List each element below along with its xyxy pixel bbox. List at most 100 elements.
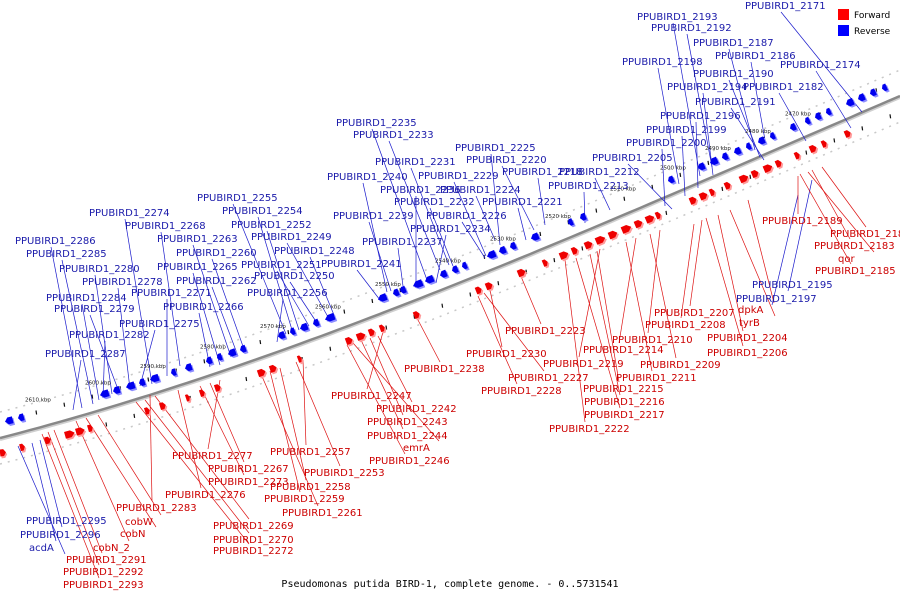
reverse-leader-line: [286, 242, 329, 318]
reverse-gene-arrow: [217, 353, 225, 363]
track-tick: [679, 172, 682, 177]
reverse-gene-label: PPUBIRD1_2200: [626, 138, 707, 149]
forward-gene-label: PPUBIRD1_2219: [543, 359, 624, 370]
reverse-gene-label: PPUBIRD1_2249: [251, 232, 332, 243]
scale-tick-label: 2470 kbp: [785, 112, 811, 118]
reverse-gene-arrow: [580, 212, 589, 223]
reverse-gene-arrow: [18, 413, 27, 423]
forward-gene-label: PPUBIRD1_2207: [654, 308, 735, 319]
forward-gene-label: PPUBIRD1_2293: [63, 580, 144, 591]
reverse-leader-line: [61, 259, 94, 405]
reverse-gene-label: PPUBIRD1_2251: [241, 260, 322, 271]
reverse-leader-line: [232, 203, 287, 335]
reverse-gene-label: PPUBIRD1_2231: [375, 157, 456, 168]
track-tick: [371, 298, 374, 304]
forward-gene-arrow: [541, 259, 550, 269]
track-tick: [707, 160, 710, 165]
reverse-gene-arrow: [746, 142, 754, 152]
reverse-gene-label: PPUBIRD1_2271: [131, 288, 212, 299]
reverse-leader-line: [266, 230, 300, 331]
forward-gene-arrow: [64, 430, 77, 441]
reverse-leader-line: [397, 247, 404, 287]
forward-gene-label: PPUBIRD1_2215: [583, 384, 664, 395]
reverse-gene-label: PPUBIRD1_2255: [197, 193, 278, 204]
reverse-gene-arrow: [758, 136, 768, 146]
track-tick: [35, 410, 38, 415]
leader-line-layer: [17, 11, 875, 579]
reverse-leader-line: [627, 163, 673, 210]
reverse-leader-line: [461, 221, 486, 259]
track-tick: [497, 281, 500, 286]
forward-leader-line: [689, 219, 703, 307]
track-tick: [343, 309, 346, 314]
reverse-gene-arrow: [462, 261, 470, 271]
scale-tick-label: 2520 kbp: [545, 214, 571, 220]
forward-gene-arrow: [378, 324, 387, 334]
forward-gene-arrow: [19, 443, 27, 453]
reverse-leader-line: [356, 269, 381, 301]
forward-gene-label: PPUBIRD1_2272: [213, 546, 294, 557]
reverse-leader-line: [435, 234, 447, 284]
reverse-gene-arrow: [100, 389, 112, 400]
scale-tick-label: 2590 kbp: [140, 364, 166, 370]
reverse-gene-arrow: [770, 131, 778, 141]
reverse-gene-label: PPUBIRD1_2232: [394, 197, 475, 208]
reverse-gene-label: PPUBIRD1_2240: [327, 172, 408, 183]
forward-gene-label: PPUBIRD1_2270: [213, 535, 294, 546]
forward-leader-line: [260, 373, 319, 507]
forward-gene-label: PPUBIRD1_2267: [208, 464, 289, 475]
reverse-leader-line: [695, 121, 699, 189]
forward-gene-arrow: [184, 394, 192, 404]
forward-leader-line: [647, 229, 661, 334]
forward-gene-arrow: [213, 384, 223, 394]
forward-gene-label: PPUBIRD1_2253: [304, 468, 385, 479]
reverse-gene-label: PPUBIRD1_2236: [380, 185, 461, 196]
reverse-gene-arrow: [290, 327, 298, 337]
forward-leader-line: [649, 233, 677, 359]
track-tick: [623, 196, 626, 201]
forward-leader-line: [144, 399, 250, 534]
reverse-gene-arrow: [452, 265, 461, 275]
forward-gene-arrow: [296, 355, 304, 365]
scale-tick-label: 2510 kbp: [610, 187, 636, 193]
reverse-gene-label: acdA: [29, 543, 54, 554]
reverse-gene-label: PPUBIRD1_2274: [89, 208, 170, 219]
forward-leader-line: [97, 414, 162, 516]
genome-caption: Pseudomonas putida BIRD-1, complete geno…: [281, 579, 618, 590]
reverse-leader-line: [81, 303, 100, 401]
reverse-gene-label: PPUBIRD1_2254: [222, 206, 303, 217]
reverse-gene-label: PPUBIRD1_2241: [321, 259, 402, 270]
reverse-gene-arrow: [510, 241, 519, 252]
reverse-leader-line: [39, 439, 63, 528]
reverse-gene-label: PPUBIRD1_2235: [336, 118, 417, 129]
forward-gene-arrow: [750, 170, 761, 180]
track-tick: [665, 210, 668, 215]
forward-leader-line: [199, 385, 245, 476]
reverse-gene-arrow: [313, 318, 322, 329]
reverse-gene-label: PPUBIRD1_2171: [745, 1, 826, 12]
forward-gene-arrow: [808, 144, 819, 155]
forward-leader-line: [47, 431, 100, 566]
reverse-gene-label: PPUBIRD1_2275: [119, 319, 200, 330]
track-tick: [441, 303, 444, 308]
forward-leader-line: [705, 217, 744, 347]
reverse-leader-line: [787, 179, 813, 292]
forward-gene-label: PPUBIRD1_2223: [505, 326, 586, 337]
track-tick: [595, 208, 598, 213]
genome-backbone: [0, 94, 900, 440]
reverse-gene-label: PPUBIRD1_2229: [418, 171, 499, 182]
reverse-gene-label: PPUBIRD1_2213: [548, 181, 629, 192]
reverse-gene-label: PPUBIRD1_2237: [362, 237, 443, 248]
reverse-gene-label: PPUBIRD1_2218: [502, 167, 583, 178]
reverse-gene-label: PPUBIRD1_2193: [637, 12, 718, 23]
forward-gene-arrow: [774, 159, 784, 170]
forward-gene-arrow: [516, 268, 528, 279]
forward-leader-line: [821, 166, 867, 228]
forward-leader-line: [41, 433, 100, 579]
reverse-gene-label: PPUBIRD1_2187: [693, 38, 774, 49]
forward-gene-arrow: [688, 196, 699, 207]
track-tick: [581, 246, 584, 251]
forward-gene-label: PPUBIRD1_2228: [481, 386, 562, 397]
forward-leader-line: [596, 250, 620, 383]
track-tick: [749, 174, 752, 179]
